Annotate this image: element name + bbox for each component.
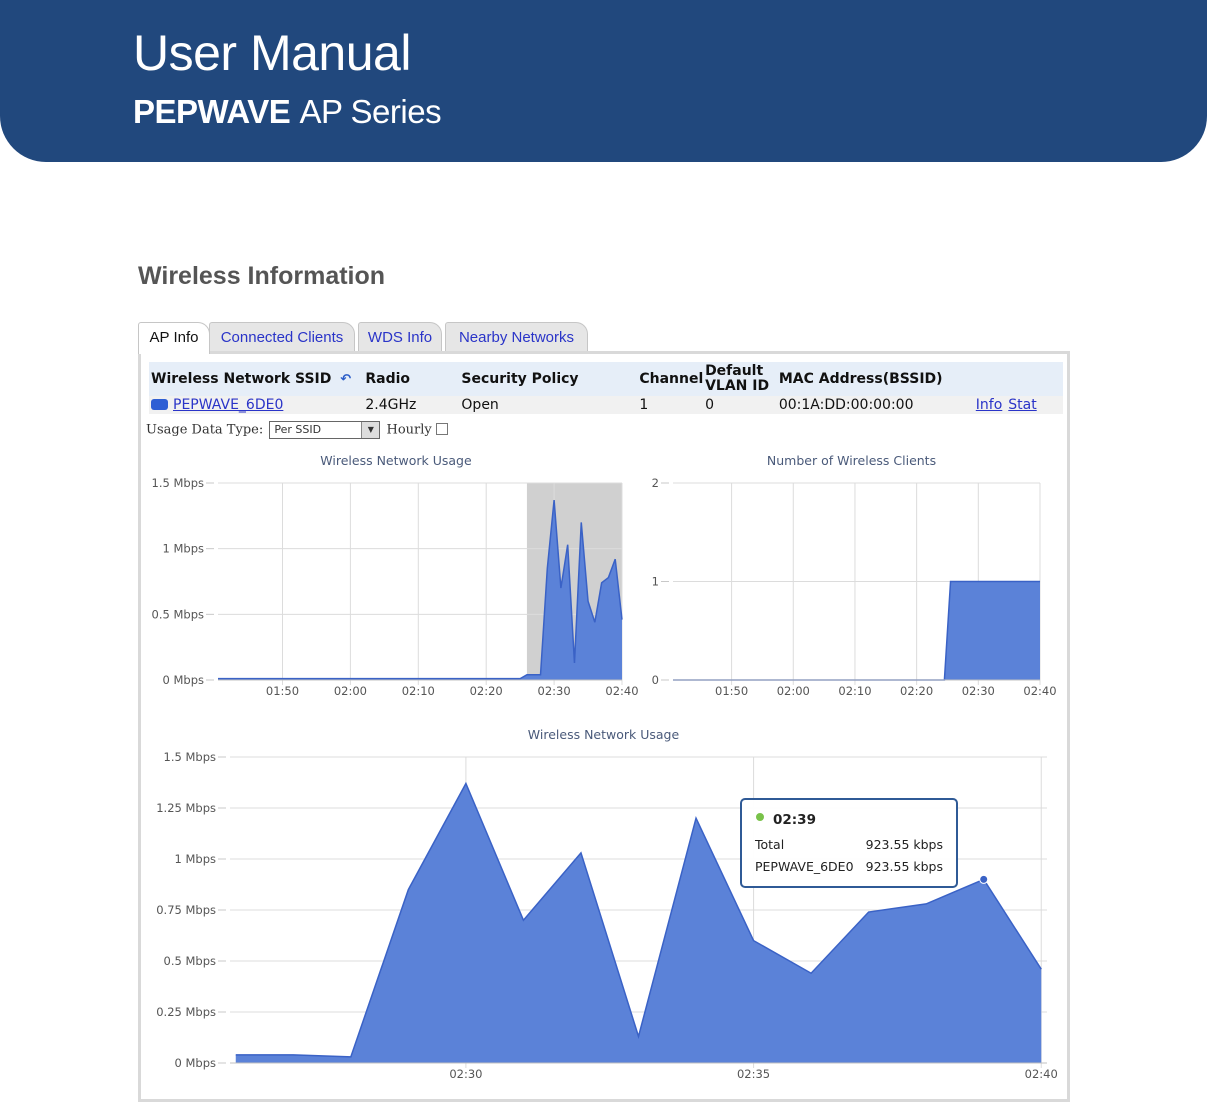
tab-connected-clients[interactable]: Connected Clients [209,322,355,352]
dropdown-arrow-icon: ▼ [361,422,380,438]
col-vlan-line1: Default [705,363,764,379]
header-banner: User Manual PEPWAVE AP Series [0,0,1207,162]
ap-info-panel: Wireless Network SSID ↶ Radio Security P… [138,351,1070,1102]
table-header-row: Wireless Network SSID ↶ Radio Security P… [149,362,1063,396]
tab-ap-info[interactable]: AP Info [138,322,210,354]
col-ssid-label: Wireless Network SSID [151,371,332,387]
cell-mac: 00:1A:DD:00:00:00 [778,396,956,414]
col-security: Security Policy [461,362,640,396]
manual-title: User Manual [133,25,411,81]
ssid-link[interactable]: PEPWAVE_6DE0 [173,397,284,413]
usage-type-select[interactable]: Per SSID ▼ [269,421,381,439]
col-actions [955,362,1063,396]
tab-wds-info[interactable]: WDS Info [358,322,442,352]
col-ssid: Wireless Network SSID ↶ [149,362,366,396]
product-series: PEPWAVE AP Series [133,93,442,131]
col-mac: MAC Address(BSSID) [778,362,956,396]
ssid-color-swatch [151,399,168,410]
cell-radio: 2.4GHz [365,396,462,414]
usage-type-label: Usage Data Type: [146,422,264,438]
cell-vlan: 0 [705,396,779,414]
col-vlan-line2: VLAN ID [705,378,770,394]
tab-nearby-networks[interactable]: Nearby Networks [445,322,588,352]
info-link[interactable]: Info [975,397,1003,413]
cell-security: Open [461,396,640,414]
stat-link[interactable]: Stat [1008,397,1037,413]
hourly-label: Hourly [386,422,432,438]
refresh-icon[interactable]: ↶ [340,372,352,387]
col-vlan: Default VLAN ID [705,362,779,396]
table-row: PEPWAVE_6DE0 2.4GHz Open 1 0 00:1A:DD:00… [149,396,1063,414]
series-name: AP Series [299,93,442,130]
section-title: Wireless Information [138,262,386,290]
brand-name: PEPWAVE [133,93,291,130]
col-radio: Radio [365,362,462,396]
hourly-checkbox[interactable] [435,422,448,435]
ssid-table: Wireless Network SSID ↶ Radio Security P… [149,362,1063,414]
cell-ssid: PEPWAVE_6DE0 [149,396,366,414]
col-channel: Channel [639,362,706,396]
usage-type-value: Per SSID [274,423,322,436]
usage-type-row: Usage Data Type: Per SSID ▼ Hourly [146,421,448,439]
cell-actions: Info Stat [955,396,1063,414]
cell-channel: 1 [639,396,706,414]
